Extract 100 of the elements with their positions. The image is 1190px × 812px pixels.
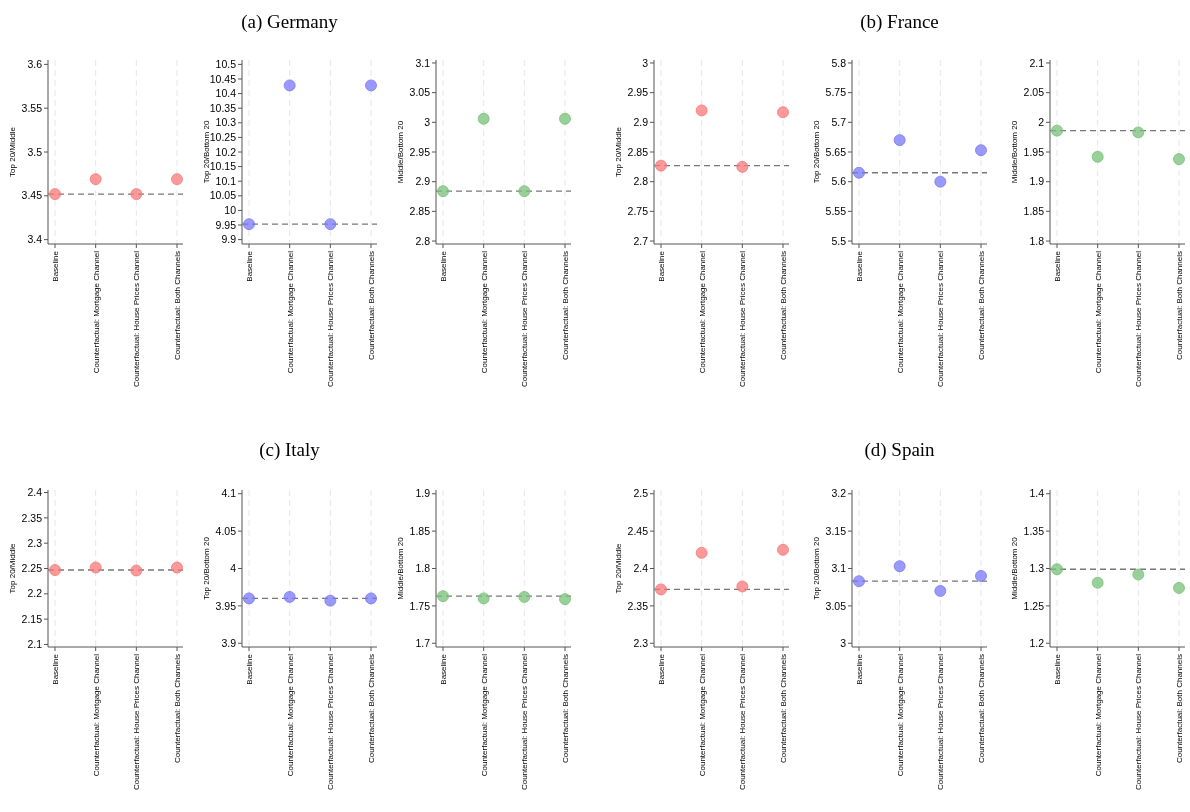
point bbox=[1173, 153, 1185, 166]
y-tick-label: 2.3 bbox=[27, 536, 43, 549]
x-tick-label: Counterfactual: House Prices Channel bbox=[132, 250, 142, 388]
x-tick-label: Baseline bbox=[439, 250, 448, 282]
x-tick-label: Baseline bbox=[1053, 250, 1062, 282]
y-tick-label: 3.05 bbox=[409, 86, 431, 99]
x-tick-label: Baseline bbox=[1053, 653, 1062, 685]
y-tick-label: 3.6 bbox=[27, 58, 43, 71]
point bbox=[1051, 563, 1063, 576]
y-tick-label: 3.45 bbox=[21, 189, 43, 202]
y-tick-label: 10.2 bbox=[215, 145, 237, 158]
point bbox=[893, 134, 906, 147]
x-tick-label: Counterfactual: Mortgage Channel bbox=[697, 653, 707, 777]
point bbox=[853, 166, 865, 179]
y-tick-label: 2.35 bbox=[21, 511, 43, 524]
y-tick-label: 5.65 bbox=[825, 145, 847, 158]
x-tick-label: Baseline bbox=[245, 250, 254, 282]
point bbox=[736, 580, 749, 593]
y-tick-label: 2.9 bbox=[633, 116, 649, 128]
y-tick-label: 5.75 bbox=[825, 86, 847, 99]
y-tick-label: 10.15 bbox=[209, 160, 237, 173]
x-tick-label: Counterfactual: Mortgage Channel bbox=[91, 653, 101, 777]
y-tick-label: 1.35 bbox=[1023, 524, 1045, 537]
x-tick-label: Counterfactual: Mortgage Channel bbox=[1093, 250, 1103, 374]
y-tick-label: 4.05 bbox=[215, 524, 237, 537]
y-tick-label: 5.6 bbox=[831, 175, 847, 188]
y-axis-title: Middle/Bottom 20 bbox=[396, 536, 405, 600]
y-axis-title: Top 20/Bottom 20 bbox=[202, 120, 211, 184]
x-tick-label: Counterfactual: House Prices Channel bbox=[936, 250, 946, 388]
x-tick-label: Counterfactual: Mortgage Channel bbox=[285, 653, 295, 777]
point bbox=[893, 560, 906, 573]
point bbox=[1091, 150, 1104, 163]
y-tick-label: 10.1 bbox=[215, 174, 237, 187]
point bbox=[934, 175, 947, 188]
x-tick-label: Counterfactual: Both Channels bbox=[561, 654, 570, 763]
y-axis-title: Top 20/Bottom 20 bbox=[812, 120, 821, 184]
x-tick-label: Counterfactual: Both Channels bbox=[561, 251, 570, 360]
x-tick-label: Counterfactual: Both Channels bbox=[173, 251, 182, 360]
x-tick-label: Counterfactual: House Prices Channel bbox=[1134, 250, 1144, 388]
y-tick-label: 1.9 bbox=[1029, 175, 1045, 188]
x-tick-label: Counterfactual: Both Channels bbox=[367, 251, 376, 360]
chart-title: (a) Germany bbox=[241, 11, 339, 33]
y-axis-title: Middle/Bottom 20 bbox=[1010, 120, 1019, 184]
y-axis-title: Middle/Bottom 20 bbox=[1010, 536, 1019, 600]
x-tick-label: Baseline bbox=[855, 250, 864, 282]
x-tick-label: Counterfactual: House Prices Channel bbox=[326, 250, 336, 388]
y-tick-label: 3.15 bbox=[825, 524, 847, 537]
x-tick-label: Counterfactual: Both Channels bbox=[977, 251, 986, 360]
point bbox=[655, 583, 667, 596]
x-tick-label: Counterfactual: Mortgage Channel bbox=[895, 250, 905, 374]
y-tick-label: 1.25 bbox=[1023, 599, 1045, 612]
point bbox=[736, 160, 749, 173]
y-tick-label: 2.85 bbox=[409, 205, 431, 218]
x-tick-label: Counterfactual: Mortgage Channel bbox=[91, 250, 101, 374]
y-tick-label: 2.95 bbox=[409, 145, 431, 158]
x-tick-label: Counterfactual: Mortgage Channel bbox=[895, 653, 905, 777]
x-tick-label: Baseline bbox=[51, 250, 60, 282]
y-axis-title: Top 20/Bottom 20 bbox=[812, 536, 821, 600]
point bbox=[1091, 576, 1104, 589]
y-tick-label: 10.35 bbox=[209, 101, 237, 114]
point bbox=[1173, 582, 1185, 594]
y-tick-label: 2.95 bbox=[627, 86, 649, 99]
point bbox=[655, 159, 667, 172]
y-tick-label: 2.25 bbox=[21, 562, 43, 575]
chart-title: (d) Spain bbox=[864, 439, 936, 461]
y-tick-label: 3.95 bbox=[215, 599, 237, 612]
y-tick-label: 5.7 bbox=[831, 116, 847, 128]
y-tick-label: 3.5 bbox=[27, 145, 43, 158]
y-tick-label: 3 bbox=[642, 56, 649, 69]
x-tick-label: Counterfactual: Mortgage Channel bbox=[479, 250, 489, 374]
x-tick-label: Counterfactual: Both Channels bbox=[779, 251, 788, 360]
y-tick-label: 3.9 bbox=[221, 636, 237, 649]
y-tick-label: 2.4 bbox=[633, 562, 649, 575]
x-tick-label: Counterfactual: House Prices Channel bbox=[1134, 653, 1144, 791]
y-tick-label: 1.2 bbox=[1029, 636, 1045, 649]
x-tick-label: Counterfactual: House Prices Channel bbox=[738, 250, 748, 388]
y-tick-label: 4.1 bbox=[221, 487, 237, 500]
x-tick-label: Counterfactual: House Prices Channel bbox=[520, 653, 530, 791]
x-tick-label: Counterfactual: Mortgage Channel bbox=[285, 250, 295, 374]
y-tick-label: 10.45 bbox=[209, 72, 237, 85]
x-tick-label: Baseline bbox=[51, 653, 60, 685]
y-tick-label: 3.4 bbox=[27, 233, 43, 246]
y-tick-label: 2.5 bbox=[633, 487, 649, 500]
x-tick-label: Counterfactual: Mortgage Channel bbox=[697, 250, 707, 374]
y-tick-label: 2.15 bbox=[21, 612, 43, 625]
y-tick-label: 1.8 bbox=[415, 562, 431, 575]
x-tick-label: Counterfactual: House Prices Channel bbox=[326, 653, 336, 791]
y-tick-label: 2.45 bbox=[627, 524, 649, 537]
y-tick-label: 3.1 bbox=[415, 56, 431, 69]
point bbox=[934, 585, 947, 597]
point bbox=[975, 570, 987, 582]
y-axis-title: Top 20/Middle bbox=[614, 543, 623, 594]
y-tick-label: 10 bbox=[224, 204, 237, 217]
chart-title: (c) Italy bbox=[259, 439, 321, 461]
x-tick-label: Counterfactual: Both Channels bbox=[1175, 251, 1184, 360]
x-tick-label: Counterfactual: Mortgage Channel bbox=[1093, 653, 1103, 777]
x-tick-label: Counterfactual: House Prices Channel bbox=[738, 653, 748, 791]
x-tick-label: Counterfactual: Both Channels bbox=[977, 654, 986, 763]
point bbox=[1051, 124, 1063, 137]
y-tick-label: 1.8 bbox=[1029, 234, 1045, 247]
